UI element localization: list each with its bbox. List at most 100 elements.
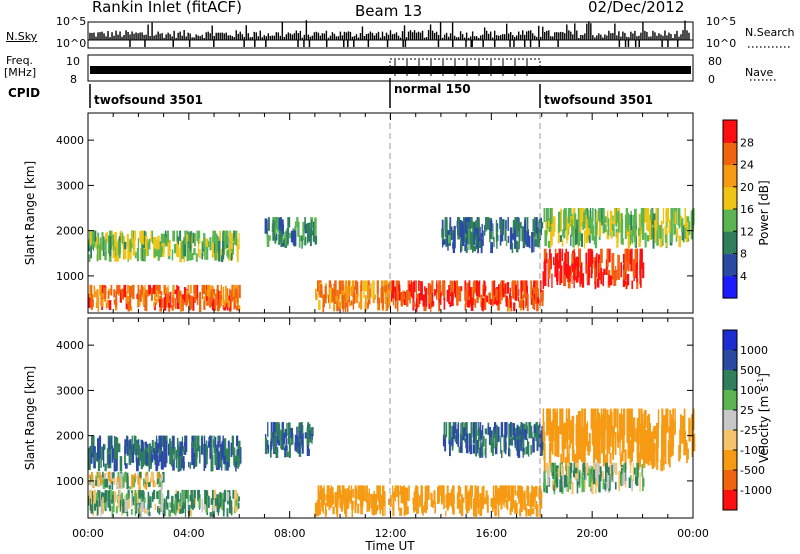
echo-cell — [424, 286, 426, 292]
echo-cell — [211, 298, 215, 311]
echo-cell — [548, 220, 550, 228]
echo-cell — [530, 298, 533, 305]
echo-cell — [480, 434, 482, 457]
echo-cell — [264, 437, 268, 455]
echo-cell — [179, 441, 183, 464]
echo-cell — [148, 284, 151, 295]
echo-cell — [488, 427, 492, 445]
echo-cell — [288, 217, 291, 228]
echo-cell — [158, 481, 162, 488]
echo-cell — [556, 252, 559, 272]
echo-cell — [564, 252, 567, 275]
echo-cell — [375, 504, 379, 512]
echo-cell — [650, 431, 653, 456]
echo-cell — [89, 230, 91, 249]
echo-cell — [544, 261, 547, 286]
echo-cell — [162, 298, 164, 309]
echo-cell — [619, 454, 622, 466]
echo-cell — [459, 220, 462, 238]
echo-cell — [342, 296, 344, 312]
echo-cell — [233, 454, 235, 466]
velocity-colorbar-label-close: ] — [757, 373, 771, 378]
echo-cell — [533, 233, 535, 253]
echo-cell — [345, 502, 348, 517]
echo-cell — [619, 432, 621, 456]
echo-cell — [101, 293, 104, 307]
echo-cell — [203, 444, 206, 458]
echo-cell — [116, 506, 118, 514]
echo-cell — [104, 463, 107, 472]
echo-cell — [484, 288, 486, 308]
echo-cell — [388, 499, 391, 505]
echo-cell — [540, 493, 543, 509]
echo-cell — [535, 501, 538, 515]
echo-cell — [404, 501, 408, 515]
echo-cell — [655, 427, 658, 452]
echo-cell — [688, 420, 691, 442]
echo-cell — [480, 294, 483, 308]
echo-cell — [469, 487, 472, 495]
echo-cell — [644, 208, 647, 223]
echo-cell — [500, 436, 502, 454]
echo-cell — [182, 294, 185, 303]
echo-cell — [554, 419, 556, 457]
echo-cell — [141, 241, 143, 261]
echo-cell — [557, 426, 560, 449]
echo-cell — [387, 283, 390, 294]
echo-cell — [136, 248, 139, 262]
echo-cell — [138, 502, 141, 517]
echo-cell — [176, 502, 180, 513]
echo-cell — [226, 492, 230, 501]
echo-cell — [635, 427, 637, 443]
colorbar-tick-label: -500 — [740, 464, 765, 477]
echo-cell — [525, 280, 528, 293]
echo-cell — [564, 422, 567, 449]
echo-cell — [683, 224, 685, 234]
echo-cell — [394, 292, 397, 309]
echo-cell — [392, 485, 394, 497]
echo-cell — [604, 216, 607, 224]
cpid-segment-3: twofsound 3501 — [544, 93, 653, 107]
echo-cell — [99, 284, 102, 296]
echo-cell — [191, 499, 193, 509]
echo-cell — [543, 431, 546, 442]
echo-cell — [140, 510, 143, 518]
echo-cell — [270, 422, 273, 437]
echo-cell — [584, 420, 586, 453]
echo-cell — [137, 284, 140, 301]
echo-cell — [126, 296, 130, 302]
freq-left-tick-top: 10 — [66, 55, 80, 68]
x-tick-label: 16:00 — [475, 527, 507, 540]
echo-cell — [153, 450, 157, 461]
echo-cell — [464, 303, 467, 311]
echo-cell — [147, 452, 149, 467]
echo-cell — [371, 494, 374, 514]
echo-cell — [89, 504, 92, 511]
echo-cell — [524, 219, 526, 242]
echo-cell — [131, 474, 134, 486]
echo-cell — [500, 496, 503, 510]
echo-cell — [157, 245, 160, 261]
echo-cell — [587, 259, 591, 278]
colorbar-swatch — [723, 253, 737, 277]
echo-cell — [168, 509, 171, 517]
echo-cell — [318, 507, 321, 515]
echo-cell — [523, 288, 526, 294]
echo-cell — [220, 295, 223, 307]
x-tick-label: 04:00 — [173, 527, 205, 540]
echo-cell — [479, 430, 483, 440]
echo-cell — [608, 248, 611, 263]
echo-cell — [478, 280, 481, 298]
echo-cell — [213, 288, 216, 296]
echo-cell — [124, 439, 127, 454]
echo-cell — [573, 273, 575, 289]
echo-cell — [199, 299, 202, 312]
echo-cell — [656, 442, 659, 470]
echo-cell — [104, 251, 107, 261]
echo-cell — [489, 224, 491, 243]
echo-cell — [229, 490, 231, 500]
colorbar-tick-label: 4 — [740, 270, 747, 283]
echo-cell — [647, 426, 650, 444]
echo-cell — [334, 492, 338, 508]
